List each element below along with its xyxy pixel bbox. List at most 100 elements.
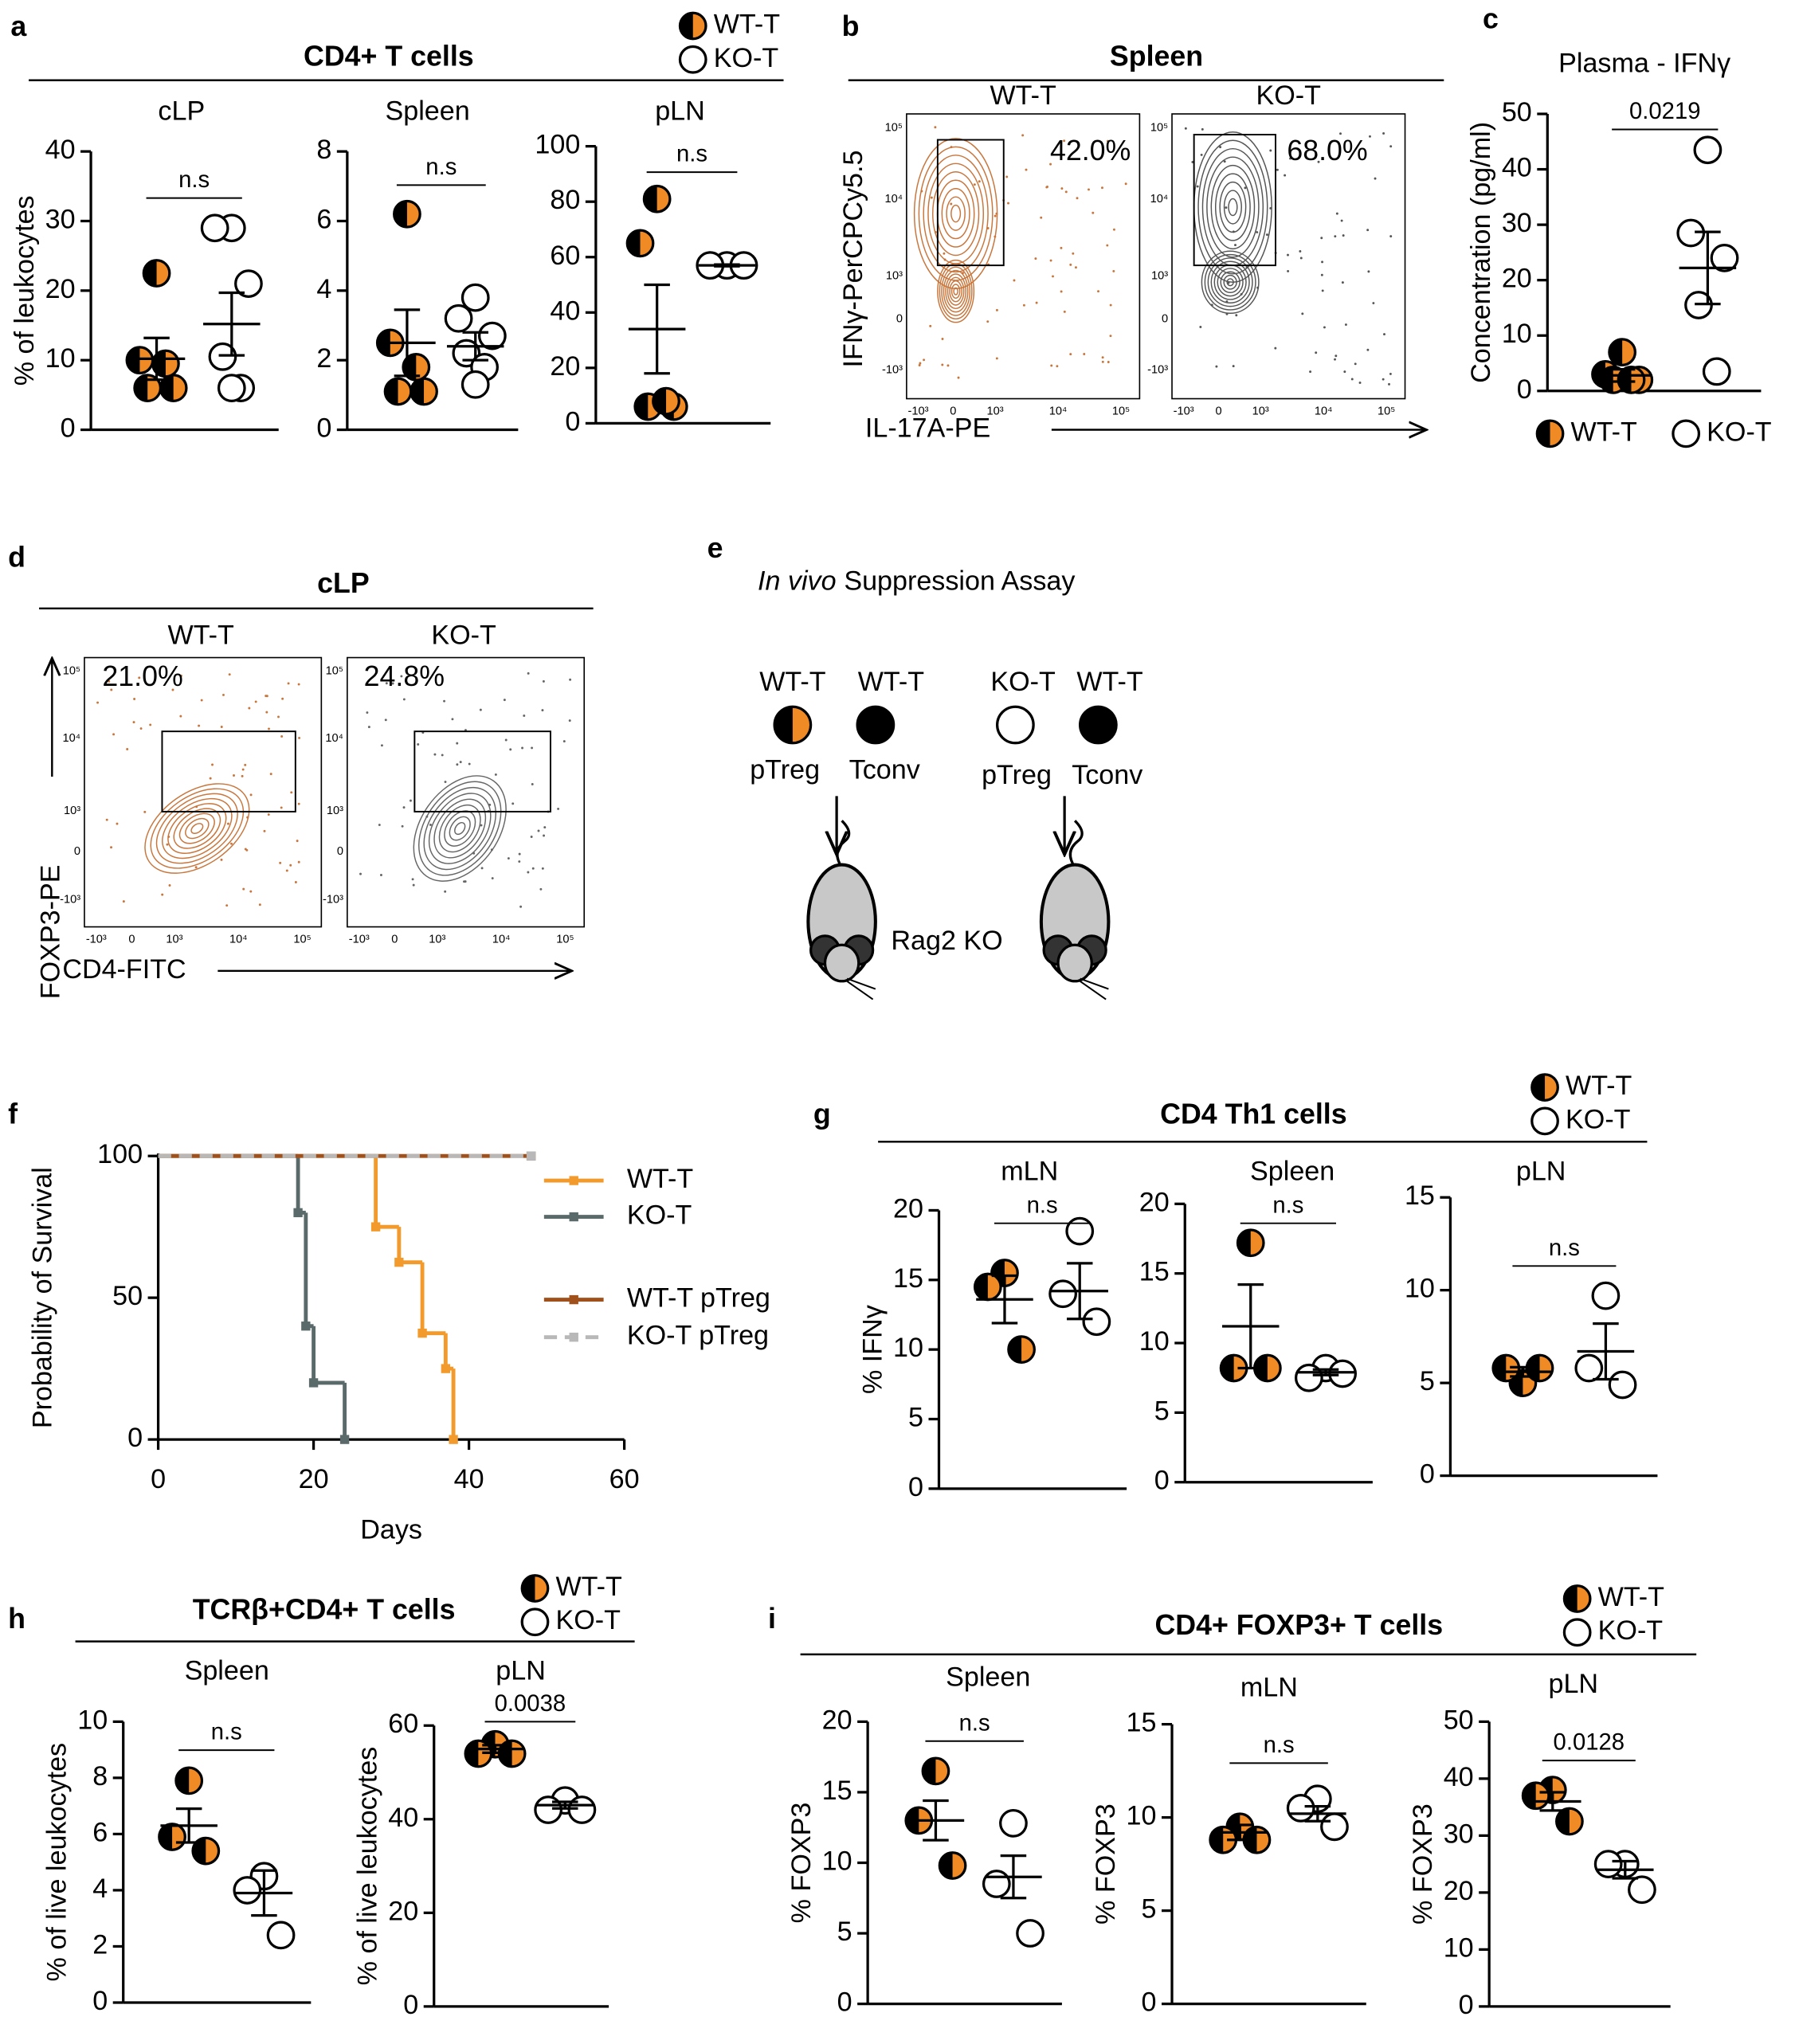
flow-event: [441, 754, 444, 757]
flow-event: [401, 824, 404, 828]
flow-event: [265, 695, 268, 698]
flow-event: [268, 727, 270, 730]
cell-type: Tconv: [1072, 760, 1142, 790]
error-bar: [251, 1869, 277, 1917]
y-tick-label: 0: [1142, 1987, 1157, 2018]
flow-event: [400, 675, 403, 678]
y-tick-label: 30: [1502, 208, 1532, 238]
flow-contour: [949, 280, 962, 303]
flow-event: [1052, 275, 1054, 278]
point-half: [193, 1838, 206, 1864]
data-point: [266, 1921, 296, 1950]
flow-event: [241, 774, 244, 777]
error-bar: [462, 331, 488, 362]
recipient: Rag2 KO: [891, 926, 1002, 956]
y-tick-label: 4: [92, 1874, 108, 1904]
step-marker: [308, 1378, 319, 1388]
flow-event: [1317, 160, 1320, 163]
y-tick-label: 15: [1139, 1257, 1170, 1287]
y-axis-label: % FOXP3: [1091, 1803, 1121, 1925]
point-circle: [1702, 357, 1731, 386]
flow-event: [1112, 228, 1115, 231]
flow-event: [249, 890, 253, 893]
group-title: TCRβ+CD4+ T cells: [193, 1594, 456, 1626]
error-bar: [1695, 230, 1721, 306]
flow-y-tick: 0: [337, 845, 343, 858]
y-tick-label: 5: [1420, 1366, 1435, 1396]
flow-event: [923, 358, 926, 362]
flow-x-tick: 10⁴: [1315, 405, 1333, 418]
flow-event: [1005, 175, 1009, 178]
flow-x-tick: -10³: [1174, 405, 1194, 418]
point-circle: [234, 269, 263, 298]
cell-type: pTreg: [982, 760, 1052, 790]
flow-event: [1334, 358, 1336, 361]
y-tick-label: 0: [565, 406, 580, 437]
y-axis-label: % FOXP3: [786, 1803, 817, 1924]
flow-event: [1184, 127, 1187, 130]
flow-event: [385, 682, 388, 685]
step-marker: [293, 1208, 303, 1218]
y-tick-label: 10: [822, 1846, 852, 1877]
flow-contour: [178, 813, 215, 844]
legend-label: WT-T: [1566, 1071, 1632, 1101]
flow-event: [1064, 190, 1068, 194]
flow-event: [456, 763, 459, 766]
flow-contour: [173, 808, 221, 849]
flow-event: [930, 196, 933, 199]
flow-event: [105, 818, 108, 821]
flow-event: [1342, 234, 1345, 237]
flow-event: [557, 807, 560, 810]
flow-event: [1069, 353, 1072, 356]
point-half: [1209, 1827, 1224, 1853]
flow-x-label: IL-17A-PE: [865, 413, 990, 444]
flow-event: [1097, 290, 1099, 293]
flow-event: [456, 742, 459, 745]
flow-event: [133, 698, 136, 700]
y-axis-label: % of live leukocytes: [352, 1747, 382, 1986]
flow-event: [1276, 168, 1279, 171]
flow-event: [518, 860, 521, 863]
flow-event: [1287, 269, 1290, 272]
data-point: [461, 283, 490, 312]
y-tick-label: 0: [403, 1990, 418, 2020]
flow-y-tick: 10³: [327, 805, 343, 817]
flow-contour: [1223, 274, 1237, 290]
flow-event: [468, 762, 471, 766]
gate-percent: 68.0%: [1287, 135, 1367, 166]
y-tick-label: 0: [127, 1423, 143, 1453]
annotation: n.s: [1272, 1192, 1303, 1218]
flow-event: [138, 676, 141, 679]
y-tick-label: 10: [893, 1333, 923, 1363]
flow-event: [108, 679, 111, 683]
flow-y-tick: -10³: [323, 894, 343, 906]
flow-contour: [932, 171, 980, 256]
point-half: [1531, 1074, 1546, 1101]
flow-contour: [1219, 181, 1247, 233]
flow-contour: [428, 793, 492, 864]
flow-event: [1265, 233, 1268, 237]
data-point: [534, 1795, 563, 1824]
y-tick-label: 8: [316, 135, 331, 165]
flow-event: [1025, 168, 1028, 171]
point-circle: [1082, 1307, 1111, 1337]
point-circle: [217, 374, 246, 402]
point-circle: [1710, 243, 1739, 272]
flow-event: [412, 883, 415, 887]
flow-event: [1007, 202, 1009, 205]
flow-contour: [444, 810, 476, 847]
flow-event: [267, 813, 270, 816]
y-tick-label: 0: [92, 1986, 108, 2016]
y-tick-label: 0: [837, 1987, 852, 2018]
panel-label: d: [8, 541, 25, 573]
point-circle: [1286, 1794, 1315, 1823]
data-point: [1608, 1370, 1637, 1400]
data-point: [520, 1574, 550, 1603]
flow-event: [417, 743, 420, 746]
data-point: [1562, 1618, 1592, 1647]
flow-event: [1101, 360, 1104, 363]
flow-event: [1076, 197, 1079, 200]
flow-event: [531, 746, 534, 750]
flow-contour: [155, 793, 238, 864]
panel-label: b: [842, 10, 860, 42]
